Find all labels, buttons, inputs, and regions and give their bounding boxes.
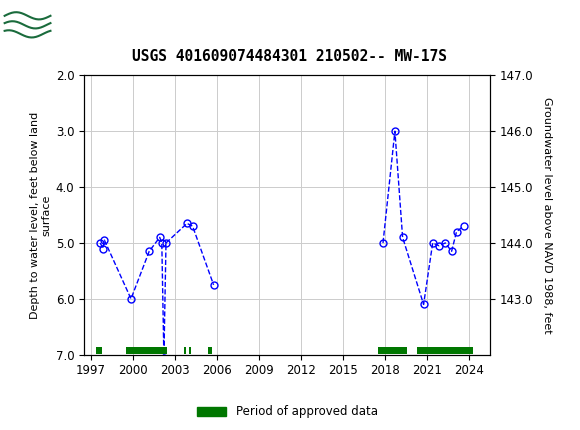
- Bar: [417, 347, 473, 354]
- Text: USGS 401609074484301 210502-- MW-17S: USGS 401609074484301 210502-- MW-17S: [132, 49, 448, 64]
- Y-axis label: Groundwater level above NAVD 1988, feet: Groundwater level above NAVD 1988, feet: [542, 97, 552, 333]
- Bar: [96, 347, 101, 354]
- Bar: [3, 3, 52, 42]
- Legend: Period of approved data: Period of approved data: [192, 400, 382, 423]
- Bar: [189, 347, 191, 354]
- Bar: [126, 347, 168, 354]
- Text: USGS: USGS: [58, 12, 122, 33]
- Bar: [208, 347, 212, 354]
- Bar: [183, 347, 186, 354]
- Y-axis label: Depth to water level, feet below land
surface: Depth to water level, feet below land su…: [30, 111, 52, 319]
- Bar: [378, 347, 407, 354]
